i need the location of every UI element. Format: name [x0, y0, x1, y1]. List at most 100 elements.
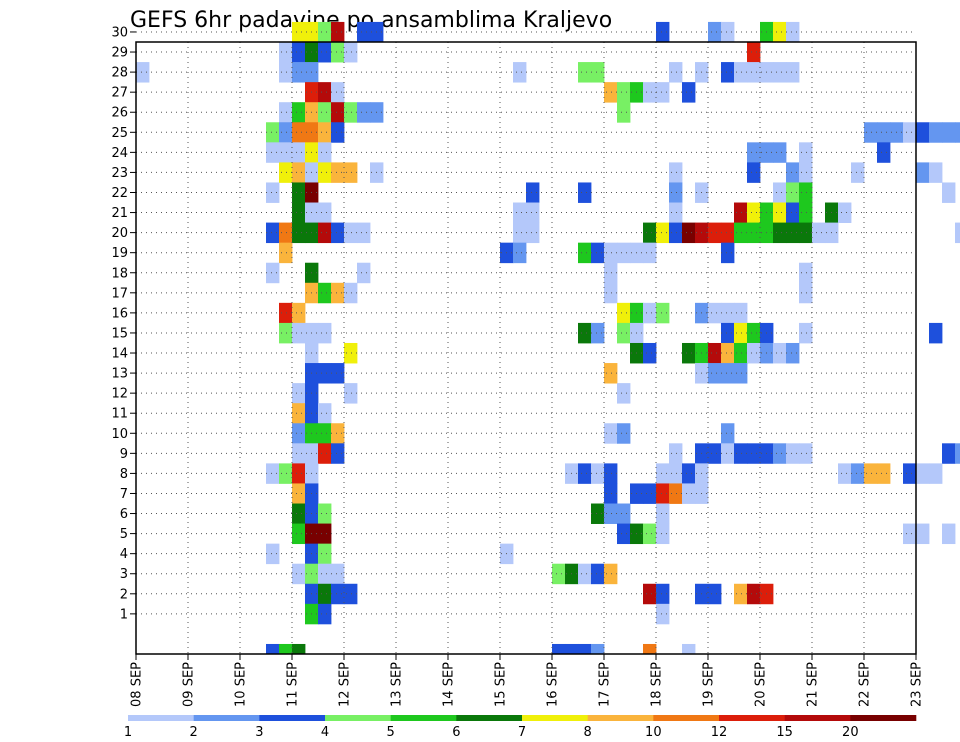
heatmap-cell [669, 162, 683, 183]
heatmap-cell [734, 342, 748, 364]
heatmap-cell [656, 583, 670, 605]
heatmap-cell [318, 443, 332, 464]
colorbar-swatch [784, 715, 851, 721]
heatmap-cell [318, 322, 332, 344]
x-axis-ticks: 08 SEP 09 SEP 10 SEP 11 SEP 12 SEP 13 SEP 14 S… [130, 654, 925, 707]
y-tick-label: 5 [120, 527, 128, 542]
heatmap-cell [279, 62, 293, 83]
heatmap-cell [708, 443, 722, 464]
heatmap-cell [617, 383, 631, 404]
heatmap-cell [708, 21, 722, 43]
heatmap-cell [331, 162, 345, 183]
heatmap-cell [357, 222, 371, 244]
heatmap-cell [292, 563, 306, 585]
y-tick-label: 10 [111, 427, 128, 442]
y-tick-label: 26 [111, 106, 128, 121]
y-tick-label: 8 [120, 467, 128, 482]
heatmap-cell [656, 503, 670, 524]
heatmap-cell [604, 82, 618, 103]
heatmap-cell [604, 483, 618, 504]
x-tick-label: 18 SEP [650, 662, 665, 707]
heatmap-cell [877, 463, 891, 484]
heatmap-cell [955, 122, 960, 143]
x-tick-label: 16 SEP [546, 662, 561, 707]
heatmap-cell [266, 643, 280, 655]
heatmap-cell [799, 443, 813, 464]
heatmap-cell [682, 82, 696, 103]
colorbar-label: 5 [387, 725, 395, 740]
colorbar-label: 20 [842, 725, 859, 740]
heatmap-cell [773, 142, 787, 163]
heatmap-cell [331, 82, 345, 103]
heatmap-cell [903, 523, 917, 545]
y-tick-label: 21 [111, 206, 128, 221]
colorbar-label: 7 [518, 725, 526, 740]
heatmap-cell [617, 503, 631, 524]
y-tick-label: 3 [120, 567, 128, 582]
heatmap-cell [318, 563, 332, 585]
heatmap-cell [682, 643, 696, 655]
x-tick-label: 22 SEP [858, 662, 873, 707]
heatmap-cell [877, 142, 891, 163]
heatmap-cell [513, 202, 527, 223]
heatmap-cell [292, 423, 306, 444]
heatmap-cell [292, 302, 306, 324]
y-tick-label: 12 [111, 387, 128, 402]
heatmap-cell [604, 423, 618, 444]
heatmap-cell [799, 322, 813, 344]
heatmap-cell [526, 222, 540, 244]
x-tick-label: 14 SEP [442, 662, 457, 707]
heatmap-cell [708, 363, 722, 384]
heatmap-cell [708, 342, 722, 364]
heatmap-cell [266, 262, 280, 284]
heatmap-cell [344, 342, 358, 364]
heatmap-cell [721, 443, 735, 464]
heatmap-cell [747, 322, 761, 344]
heatmap-cell [721, 21, 735, 43]
heatmap-cell [721, 242, 735, 264]
heatmap-cell [708, 583, 722, 605]
heatmap-cell [643, 483, 657, 504]
heatmap-cell [786, 21, 800, 43]
heatmap-cell [799, 182, 813, 203]
colorbar-swatch [653, 715, 720, 721]
heatmap-cell [773, 21, 787, 43]
heatmap-cell [344, 383, 358, 404]
heatmap-cell [552, 643, 566, 655]
heatmap-cell [266, 122, 280, 143]
heatmap-cell [721, 322, 735, 344]
heatmap-cell [864, 122, 878, 143]
y-tick-label: 29 [111, 46, 128, 61]
heatmap-cell [318, 423, 332, 444]
heatmap-cell [578, 322, 592, 344]
colorbar-label: 10 [645, 725, 662, 740]
heatmap-cell [682, 222, 696, 244]
heatmap-cell [721, 302, 735, 324]
y-tick-label: 19 [111, 246, 128, 261]
heatmap-cell [292, 182, 306, 203]
heatmap-cell [682, 342, 696, 364]
heatmap-cell [279, 643, 293, 655]
heatmap-cell [578, 242, 592, 264]
heatmap-cell [292, 443, 306, 464]
heatmap-cell [682, 463, 696, 484]
heatmap-cell [292, 122, 306, 143]
heatmap-cell [591, 503, 605, 524]
y-tick-label: 18 [111, 266, 128, 281]
y-tick-label: 7 [120, 487, 128, 502]
heatmap-cell [578, 643, 592, 655]
heatmap-cell [331, 363, 345, 384]
colorbar-label: 6 [452, 725, 460, 740]
heatmap-cell [318, 202, 332, 223]
heatmap-cell [773, 62, 787, 83]
heatmap-cell [331, 443, 345, 464]
y-tick-label: 2 [120, 587, 128, 602]
heatmap-cell [812, 222, 826, 244]
heatmap-cell [279, 122, 293, 143]
heatmap-cell [747, 42, 761, 63]
heatmap-cell [721, 363, 735, 384]
heatmap-cell [526, 182, 540, 203]
heatmap-cell [331, 42, 345, 63]
x-tick-label: 23 SEP [910, 662, 925, 707]
heatmap-cell [643, 583, 657, 605]
